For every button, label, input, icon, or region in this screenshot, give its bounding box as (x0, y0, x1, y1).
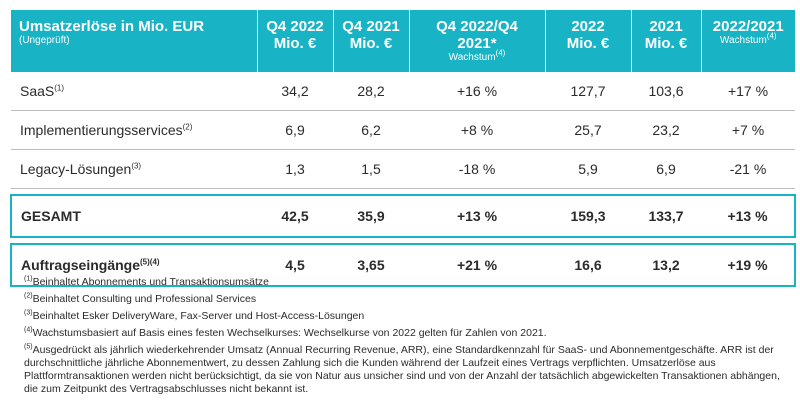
header-annual-growth-note-sup: (4) (766, 31, 777, 41)
header-q4-2022: Q4 2022 Mio. € (257, 10, 334, 72)
cell-annual-growth: +19 % (701, 243, 796, 287)
cell-q4-growth: -18 % (409, 149, 545, 189)
header-2022: 2022 Mio. € (545, 10, 632, 72)
cell-2021: 6,9 (631, 149, 701, 189)
footnote-text: Beinhaltet Consulting und Professional S… (32, 293, 257, 305)
header-revenue-label: Umsatzerlöse in Mio. EUR (Ungeprüft) (11, 10, 258, 72)
header-annual-growth-note-text: Wachstum (719, 35, 767, 46)
header-annual-growth-note: Wachstum(4) (702, 31, 796, 47)
cell-q4-2022: 34,2 (257, 72, 333, 111)
row-spacer (11, 237, 795, 244)
header-q4-2021: Q4 2021 Mio. € (333, 10, 410, 72)
row-label-legacy: Legacy-Lösungen(3) (11, 149, 257, 189)
header-2022-line1: 2022 (571, 18, 605, 35)
row-label-sup: (5)(4) (140, 257, 160, 267)
table-row-orders: Auftragseingänge(5)(4) 4,5 3,65 +21 % 16… (10, 243, 796, 287)
revenue-table-container: Umsatzerlöse in Mio. EUR (Ungeprüft) Q4 … (10, 10, 796, 287)
cell-annual-growth: +7 % (701, 110, 795, 150)
cell-2022: 16,6 (545, 243, 631, 287)
cell-2022: 159,3 (545, 194, 631, 238)
cell-2022: 25,7 (545, 110, 631, 150)
footnote-2: (2)Beinhaltet Consulting und Professiona… (24, 293, 784, 306)
row-label-implementation: Implementierungsservices(2) (11, 110, 257, 150)
row-label-saas: SaaS(1) (11, 72, 257, 111)
table-row-implementation: Implementierungsservices(2) 6,9 6,2 +8 %… (11, 110, 795, 150)
footnote-text: Beinhaltet Abonnements und Transaktionsu… (32, 276, 269, 288)
table-row-saas: SaaS(1) 34,2 28,2 +16 % 127,7 103,6 +17 … (11, 72, 795, 111)
footnote-mark: (3) (24, 309, 33, 317)
footnote-5: (5)Ausgedrückt als jährlich wiederkehren… (24, 344, 784, 396)
header-2021-line2: Mio. € (644, 35, 688, 52)
row-label-text: Auftragseingänge (21, 257, 141, 273)
cell-q4-2022: 6,9 (257, 110, 333, 150)
revenue-table: Umsatzerlöse in Mio. EUR (Ungeprüft) Q4 … (10, 10, 796, 287)
cell-q4-growth: +8 % (409, 110, 545, 150)
header-revenue-title: Umsatzerlöse in Mio. EUR (19, 18, 205, 35)
cell-q4-2021: 28,2 (333, 72, 409, 111)
header-q4-growth-line1: Q4 2022/Q4 (436, 18, 518, 35)
header-unaudited-note: (Ungeprüft) (19, 35, 70, 46)
row-label-sup: (3) (131, 161, 142, 171)
footnote-text: Wachstumsbasiert auf Basis eines festen … (32, 327, 547, 339)
header-2021-line1: 2021 (649, 18, 683, 35)
cell-2021: 133,7 (631, 194, 701, 238)
row-spacer-cell (11, 237, 795, 244)
cell-2022: 5,9 (545, 149, 631, 189)
row-label-sup: (2) (182, 122, 193, 132)
cell-2021: 103,6 (631, 72, 701, 111)
header-q4-growth-note-text: Wachstum (448, 52, 496, 63)
row-label-orders: Auftragseingänge(5)(4) (10, 243, 257, 287)
header-q4-2022-line1: Q4 2022 (266, 18, 324, 35)
row-label-total: GESAMT (10, 194, 257, 238)
cell-q4-2021: 6,2 (333, 110, 409, 150)
header-q4-growth-note: Wachstum(4) (410, 48, 545, 64)
footnote-mark: (4) (24, 326, 33, 334)
footnote-text: Ausgedrückt als jährlich wiederkehrender… (24, 344, 780, 395)
header-annual-growth-line1: 2022/2021 (712, 18, 784, 35)
row-label-sup: (1) (54, 83, 65, 93)
cell-q4-growth: +21 % (409, 243, 545, 287)
cell-q4-2021: 3,65 (333, 243, 409, 287)
cell-q4-2022: 1,3 (257, 149, 333, 189)
cell-q4-2021: 35,9 (333, 194, 409, 238)
table-row-legacy: Legacy-Lösungen(3) 1,3 1,5 -18 % 5,9 6,9… (11, 149, 795, 189)
header-annual-growth: 2022/2021 Wachstum(4) (701, 10, 795, 72)
footnote-4: (4)Wachstumsbasiert auf Basis eines fest… (24, 327, 784, 340)
cell-q4-2022: 42,5 (257, 194, 333, 238)
cell-q4-growth: +13 % (409, 194, 545, 238)
cell-annual-growth: +13 % (701, 194, 796, 238)
table-row-total: GESAMT 42,5 35,9 +13 % 159,3 133,7 +13 % (10, 194, 796, 238)
header-q4-growth-note-sup: (4) (495, 48, 506, 58)
footnote-mark: (1) (24, 275, 33, 283)
cell-q4-2021: 1,5 (333, 149, 409, 189)
header-q4-2022-line2: Mio. € (273, 35, 317, 52)
footnotes: (1)Beinhaltet Abonnements und Transaktio… (24, 276, 784, 400)
cell-2021: 13,2 (631, 243, 701, 287)
header-q4-2021-line1: Q4 2021 (342, 18, 400, 35)
cell-annual-growth: +17 % (701, 72, 795, 111)
footnote-mark: (5) (24, 343, 33, 351)
cell-annual-growth: -21 % (701, 149, 795, 189)
header-q4-growth-line2: 2021* (457, 35, 497, 52)
row-label-text: Legacy-Lösungen (20, 161, 132, 177)
footnote-1: (1)Beinhaltet Abonnements und Transaktio… (24, 276, 784, 289)
cell-q4-2022: 4,5 (257, 243, 333, 287)
cell-2022: 127,7 (545, 72, 631, 111)
header-q4-2021-line2: Mio. € (349, 35, 393, 52)
header-q4-growth: Q4 2022/Q4 2021* Wachstum(4) (409, 10, 546, 72)
header-2021: 2021 Mio. € (631, 10, 702, 72)
footnote-text: Beinhaltet Esker DeliveryWare, Fax-Serve… (32, 310, 365, 322)
table-header-row: Umsatzerlöse in Mio. EUR (Ungeprüft) Q4 … (11, 10, 795, 72)
footnote-3: (3)Beinhaltet Esker DeliveryWare, Fax-Se… (24, 310, 784, 323)
row-label-text: SaaS (20, 83, 55, 99)
header-2022-line2: Mio. € (566, 35, 610, 52)
footnote-mark: (2) (24, 292, 33, 300)
cell-2021: 23,2 (631, 110, 701, 150)
row-label-text: Implementierungsservices (20, 122, 183, 138)
cell-q4-growth: +16 % (409, 72, 545, 111)
